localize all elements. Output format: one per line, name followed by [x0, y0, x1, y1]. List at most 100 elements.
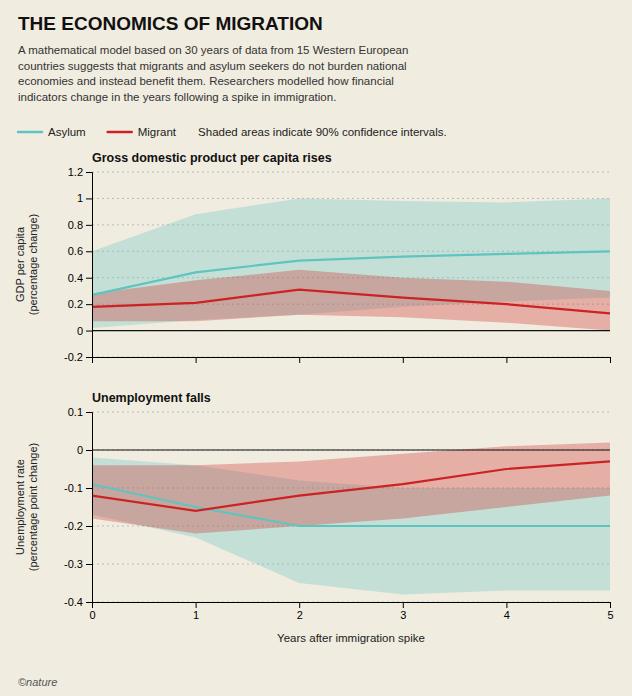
tick: 0: [77, 444, 92, 456]
tick-label: 0.1: [68, 406, 83, 418]
annotation: ©nature: [18, 676, 57, 688]
tick-mark: [610, 602, 611, 608]
zero-line: [92, 330, 610, 331]
tick-label: 0.4: [68, 272, 83, 284]
tick-mark: [86, 304, 92, 305]
legend: Asylum Migrant Shaded areas indicate 90% c…: [18, 126, 447, 138]
tick-mark: [299, 602, 300, 608]
grid: [92, 172, 610, 357]
tick-label: 0: [77, 444, 83, 456]
tick-mark: [86, 225, 92, 226]
tick: -0.2: [64, 520, 92, 532]
tick: -0.1: [64, 482, 92, 494]
tick: 0: [89, 602, 95, 621]
legend-label: Migrant: [138, 126, 177, 138]
x-axis: 0 1 2 3 4 5: [89, 602, 613, 621]
grid-line: [92, 198, 610, 199]
panel-title: Unemployment falls: [92, 391, 211, 405]
tick-label: -0.2: [64, 520, 83, 532]
tick: 4: [504, 602, 510, 621]
tick: 2: [297, 602, 303, 621]
y-axis: -0.2 0 0.2 0.4 0.6 0.8 1 1.2: [64, 166, 92, 363]
tick-label: 0: [89, 609, 95, 621]
tick: [506, 357, 507, 363]
tick-mark: [86, 357, 92, 358]
tick: 5: [607, 602, 613, 621]
tick: [196, 357, 197, 363]
tick-mark: [86, 602, 92, 603]
annotation: Shaded areas indicate 90% confidence int…: [198, 126, 447, 138]
plot-area: [92, 198, 610, 330]
subtitle: A mathematical model based on 30 years o…: [18, 44, 408, 103]
grid: [92, 412, 610, 602]
legend-swatch: [108, 131, 132, 134]
tick-mark: [86, 251, 92, 252]
tick: 3: [400, 602, 406, 621]
title: THE ECONOMICS OF MIGRATION: [18, 13, 323, 34]
grid-line: [92, 172, 610, 173]
tick: 0.4: [68, 272, 92, 284]
tick: [92, 357, 93, 363]
panel: Unemployment falls -0.4 -0.3 -0.2 -0.1 0 0.1 0 1…: [14, 391, 614, 644]
series-line: [92, 461, 610, 510]
tick: [299, 357, 300, 363]
tick-mark: [196, 357, 197, 363]
tick-mark: [92, 357, 93, 363]
tick: 0.8: [68, 219, 92, 231]
legend-swatch: [18, 131, 42, 134]
tick: 0.2: [68, 298, 92, 310]
tick-label: 2: [297, 609, 303, 621]
tick: 1: [193, 602, 199, 621]
chart: THE ECONOMICS OF MIGRATION A mathematical…: [0, 0, 632, 696]
y-axis: -0.4 -0.3 -0.2 -0.1 0 0.1: [64, 406, 92, 608]
tick-label: 0.2: [68, 298, 83, 310]
tick-label: -0.4: [64, 596, 83, 608]
panel: Gross domestic product per capita rises-…: [14, 151, 611, 363]
tick-label: 3: [400, 609, 406, 621]
tick-mark: [86, 412, 92, 413]
grid-line: [92, 330, 610, 331]
tick-mark: [403, 602, 404, 608]
tick: 1.2: [68, 166, 92, 178]
x-axis-title: Years after immigration spike: [277, 632, 425, 644]
legend-label: Asylum: [48, 126, 86, 138]
plot-area: [92, 442, 610, 594]
tick: -0.2: [64, 351, 92, 363]
y-axis-title: Unemployment rate(percentage point chang…: [14, 443, 39, 571]
tick: 0.1: [68, 406, 92, 418]
tick-label: 0.6: [68, 245, 83, 257]
series-line: [92, 290, 610, 314]
zero-line: [92, 449, 610, 450]
axis-line: [93, 603, 611, 609]
tick-label: 1: [193, 609, 199, 621]
tick-mark: [610, 357, 611, 363]
panel-title: Gross domestic product per capita rises: [92, 151, 332, 165]
tick-label: 1.2: [68, 166, 83, 178]
tick-mark: [86, 488, 92, 489]
tick: 0: [77, 325, 92, 337]
y-axis-title: GDP per capita(percentage change): [14, 214, 39, 316]
tick-label: 0: [77, 325, 83, 337]
tick-mark: [86, 172, 92, 173]
tick-mark: [92, 602, 93, 608]
tick-label: 1: [77, 192, 83, 204]
tick: 1: [77, 192, 92, 204]
tick-label: 5: [607, 609, 613, 621]
tick-label: -0.3: [64, 558, 83, 570]
tick-mark: [86, 278, 92, 279]
x-axis: [93, 357, 611, 363]
tick-label: -0.2: [64, 351, 83, 363]
axis-line: [86, 413, 93, 603]
grid-line: [92, 450, 610, 451]
tick: -0.3: [64, 558, 92, 570]
tick-label: 4: [504, 609, 510, 621]
tick: [403, 357, 404, 363]
series-line: [92, 251, 610, 295]
tick-mark: [86, 526, 92, 527]
tick-label: -0.1: [64, 482, 83, 494]
tick-label: 0.8: [68, 219, 83, 231]
tick: [610, 357, 611, 363]
tick: -0.4: [64, 596, 92, 608]
confidence-band: [92, 442, 610, 533]
tick-mark: [86, 198, 92, 199]
